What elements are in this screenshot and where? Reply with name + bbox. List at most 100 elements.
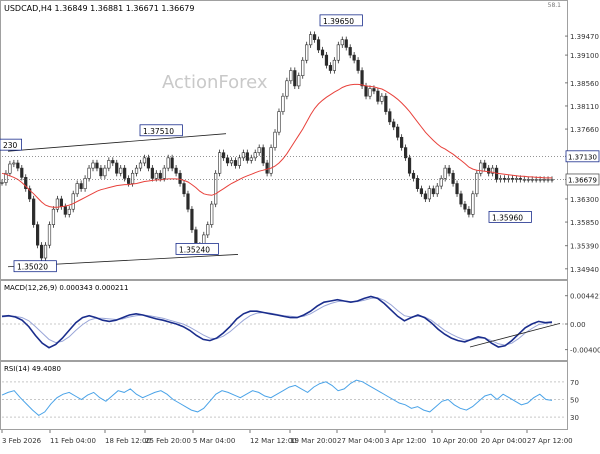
price-tag-label: 1.37130 [568, 153, 597, 161]
x-tick-label: 18 Feb 12:00 [105, 437, 151, 445]
candle-body [506, 178, 511, 180]
candle-body [384, 95, 388, 112]
candle-body [83, 178, 87, 189]
candle-body [431, 188, 435, 195]
candle-body [39, 244, 44, 259]
candle-body [285, 80, 289, 97]
price-ytick-label: 1.38110 [570, 103, 599, 111]
candle-body [178, 172, 182, 184]
candle-body [119, 167, 123, 174]
candle-body [297, 75, 301, 87]
candle-body [59, 198, 63, 207]
candle-body [293, 70, 297, 87]
candle-body [328, 65, 333, 71]
candle-body [36, 224, 40, 246]
candle-body [16, 162, 20, 169]
candle-body [301, 59, 305, 76]
candle-body [277, 111, 281, 133]
candle-body [130, 172, 135, 184]
x-tick-label: 3 Feb 2026 [2, 437, 42, 445]
rsi-ytick-label: 50 [570, 397, 579, 405]
candle-body [479, 162, 483, 174]
candle-body [51, 208, 56, 225]
candle-body [320, 49, 325, 56]
price-ytick-label: 1.39100 [570, 52, 599, 60]
candle-body [392, 121, 396, 128]
x-tick-label: 5 Mar 04:00 [193, 437, 235, 445]
candle-body [206, 224, 210, 236]
candle-body [182, 183, 186, 195]
macd-panel-frame [0, 280, 568, 361]
candle-body [12, 162, 16, 165]
price-callout-box [319, 14, 363, 27]
candle-body [439, 178, 443, 187]
candle-body [471, 193, 475, 215]
candle-body [214, 172, 218, 205]
price-callout-box [139, 124, 183, 137]
candle-body [142, 157, 147, 164]
candle-body [368, 88, 372, 97]
candle-body [487, 167, 491, 174]
candle-body [107, 160, 111, 169]
candle-body [47, 224, 52, 246]
candle-body [403, 147, 408, 159]
candle-body [316, 39, 321, 51]
x-tick-label: 3 Apr 12:00 [385, 437, 426, 445]
candle-body [324, 54, 329, 66]
price-layer: 1.39470 1.39100 1.38560 1.38110 1.37660 1.371… [0, 14, 600, 274]
price-callout-label: 1.37510 [143, 127, 174, 136]
candle-body [289, 70, 293, 82]
x-tick-label: 27 Apr 12:00 [527, 437, 573, 445]
rsi-layer: RSI(14) 49.4080 70 50 30 [1, 365, 579, 422]
candle-body [111, 160, 115, 164]
price-tag-label: 1.36679 [568, 176, 597, 184]
candle-body [265, 162, 269, 174]
candle-body [356, 59, 360, 71]
candle-body [8, 163, 12, 174]
candle-body [360, 70, 364, 87]
x-tick-label: 19 Mar 20:00 [290, 437, 337, 445]
candle-body [451, 172, 455, 184]
candle-body [514, 178, 518, 180]
candle-body [63, 206, 67, 215]
price-ytick-label: 1.36300 [570, 196, 599, 204]
price-callout-box [175, 242, 219, 255]
candle-body [427, 188, 431, 200]
candle-body [170, 157, 174, 169]
candle-body [87, 167, 91, 179]
macd-ytick-label: -0.004001 [570, 347, 600, 355]
candle-body [71, 193, 75, 210]
candle-body [407, 157, 412, 174]
candle-body [257, 147, 261, 154]
candle-body [380, 95, 384, 102]
candle-body [146, 157, 151, 169]
candle-body [127, 178, 131, 184]
candle-body [376, 90, 380, 102]
price-callout-label: 1.39650 [323, 17, 354, 26]
price-callout-box [488, 211, 532, 223]
candle-body [502, 178, 507, 180]
candle-body [115, 162, 119, 174]
candle-body [55, 198, 59, 210]
candle-body [241, 152, 245, 159]
candle-body [305, 44, 309, 61]
candle-body [158, 172, 162, 179]
rsi-ytick-label: 30 [570, 414, 579, 422]
x-tick-label: 20 Apr 04:00 [481, 437, 527, 445]
candle-body [20, 167, 24, 178]
candle-body [79, 183, 83, 189]
candle-body [67, 208, 71, 215]
candle-body [312, 34, 317, 40]
price-callout-label: 230 [3, 141, 18, 150]
price-callout-label: 1.35240 [179, 245, 210, 254]
candle-body [229, 160, 234, 164]
candle-body [467, 208, 471, 215]
price-callout-label: 1.35960 [492, 213, 523, 222]
candle-body [443, 167, 447, 179]
candle-body [233, 160, 238, 166]
candle-body [411, 172, 416, 179]
candle-body [340, 39, 344, 46]
